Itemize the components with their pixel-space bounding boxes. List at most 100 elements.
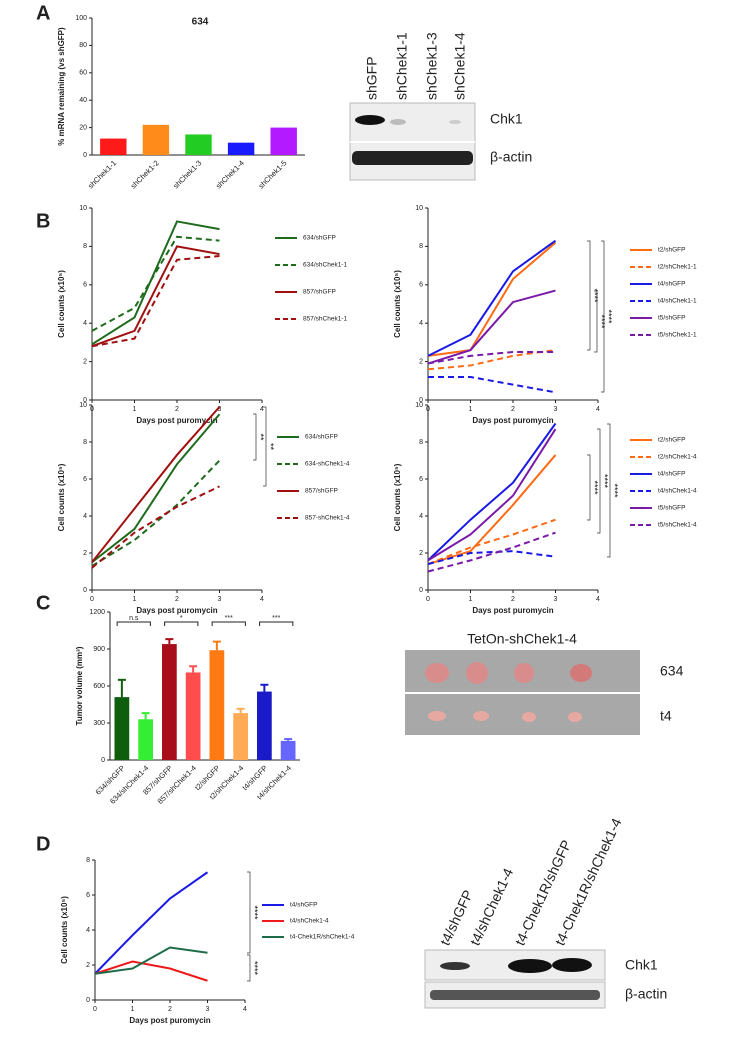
significance: * [180,615,183,622]
significance: **** [250,905,260,920]
y-tick-label: 4 [83,320,87,327]
y-tick-label: 300 [93,720,105,727]
y-tick-label: 0 [101,757,105,764]
significance: **** [600,474,610,489]
significance-bracket [253,413,257,461]
series-line [91,220,220,346]
significance: **** [250,961,260,976]
legend-label: t5/shGFP [658,315,685,322]
lane-label: t4/shChek1-4 [467,865,517,947]
x-tick-label: shChek1-1 [86,158,118,190]
x-tick-label: 0 [93,1006,97,1013]
legend-label: 634/shChek1-1 [303,262,347,269]
chart-title: 634 [192,17,209,28]
legend-label: t5/shChek1-4 [658,522,697,529]
series-line [427,239,557,357]
significance-bracket [587,454,591,521]
y-axis-label: % mRNA remaining (vs shGFP) [57,27,66,146]
tumor [568,712,582,722]
legend-label: t2/shChek1-4 [658,454,697,461]
blot-row-label: β-actin [490,149,532,165]
y-tick-label: 0 [419,587,423,594]
x-tick-label: 4 [243,1006,247,1013]
y-tick-label: 40 [79,97,87,104]
y-axis-label: Cell counts (x10⁵) [57,463,66,531]
x-axis-label: Days post puromycin [472,416,553,425]
series-line [91,485,220,569]
x-tick-label: 2 [511,596,515,603]
y-tick-label: 10 [79,205,87,212]
y-tick-label: 100 [75,15,87,22]
legend-label: 634/shGFP [305,434,338,441]
x-tick-label: 3 [218,596,222,603]
y-tick-label: 4 [419,513,423,520]
y-tick-label: 2 [86,962,90,969]
tumor [425,663,449,683]
x-axis-label: Days post puromycin [136,416,217,425]
x-tick-label: shChek1-5 [256,158,288,190]
significance: ** [256,433,266,441]
x-tick-label: 4 [260,406,264,413]
y-tick-label: 4 [83,513,87,520]
legend-label: t2/shGFP [658,247,685,254]
legend-label: t4/shGFP [658,281,685,288]
x-tick-label: 3 [554,596,558,603]
y-tick-label: 2 [83,550,87,557]
series-line [91,413,221,564]
x-tick-label: 4 [260,596,264,603]
y-tick-label: 6 [83,282,87,289]
legend-label: t4/shGFP [290,902,317,909]
series-line [91,245,220,348]
y-tick-label: 2 [419,550,423,557]
y-tick-label: 0 [83,587,87,594]
series-line [427,518,556,566]
lane-label: shChek1-1 [394,32,410,100]
legend-label: t5/shChek1-1 [658,332,697,339]
series-line [94,960,208,982]
legend-label: t4/shChek1-4 [290,918,329,925]
significance: **** [590,288,600,303]
panel-label: A [36,2,50,24]
significance-bracket [164,621,199,626]
significance-bracket [116,621,151,626]
significance-bracket [211,621,246,626]
y-tick-label: 80 [79,42,87,49]
series-line [91,459,221,567]
photo-title: TetOn-shChek1-4 [467,631,577,647]
x-tick-label: 1 [133,596,137,603]
band [352,151,473,165]
y-tick-label: 900 [93,646,105,653]
series-line [91,255,220,348]
y-axis-label: Cell counts (x10⁵) [393,270,402,338]
photo-row-label: 634 [660,663,684,679]
x-tick-label: 4 [596,596,600,603]
tumor-photo: TetOn-shChek1-4 634 t4 [405,631,684,735]
x-tick-label: 0 [90,596,94,603]
y-tick-label: 10 [79,402,87,409]
significance: **** [610,483,620,498]
y-axis-label: Tumor volume (mm³) [75,646,84,725]
x-tick-label: 1 [469,596,473,603]
bar [162,644,177,760]
tumor [514,663,534,683]
x-tick-label: 3 [218,406,222,413]
significance: ** [266,443,276,451]
series-line [427,351,556,365]
legend-label: t4/shChek1-4 [658,488,697,495]
y-tick-label: 0 [83,397,87,404]
bar [100,138,127,155]
significance-bracket [587,240,591,351]
x-tick-label: 2 [511,406,515,413]
bar [209,650,225,760]
tumor [570,664,592,682]
y-tick-label: 6 [83,476,87,483]
series-line [91,406,221,563]
x-axis-label: Days post puromycin [129,1016,210,1025]
y-tick-label: 0 [419,397,423,404]
blot-d: Chk1 β-actin t4/shGFP t4/shChek1-4 t4-Ch… [424,815,667,1009]
bar [270,127,297,155]
y-tick-label: 4 [419,320,423,327]
series-line [427,550,556,566]
y-tick-label: 8 [83,243,87,250]
